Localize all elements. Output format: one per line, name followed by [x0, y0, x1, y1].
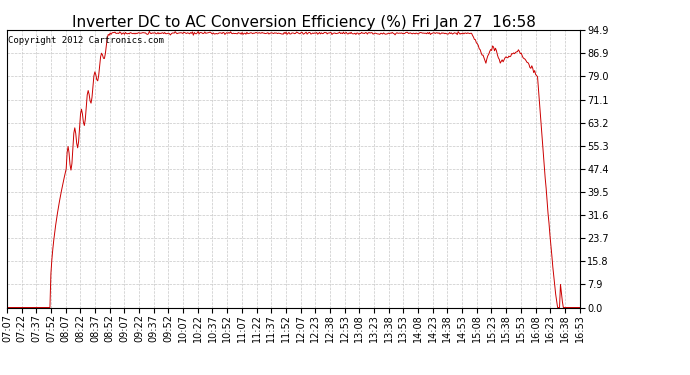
- Text: Inverter DC to AC Conversion Efficiency (%) Fri Jan 27  16:58: Inverter DC to AC Conversion Efficiency …: [72, 15, 535, 30]
- Text: Copyright 2012 Cartronics.com: Copyright 2012 Cartronics.com: [8, 36, 164, 45]
